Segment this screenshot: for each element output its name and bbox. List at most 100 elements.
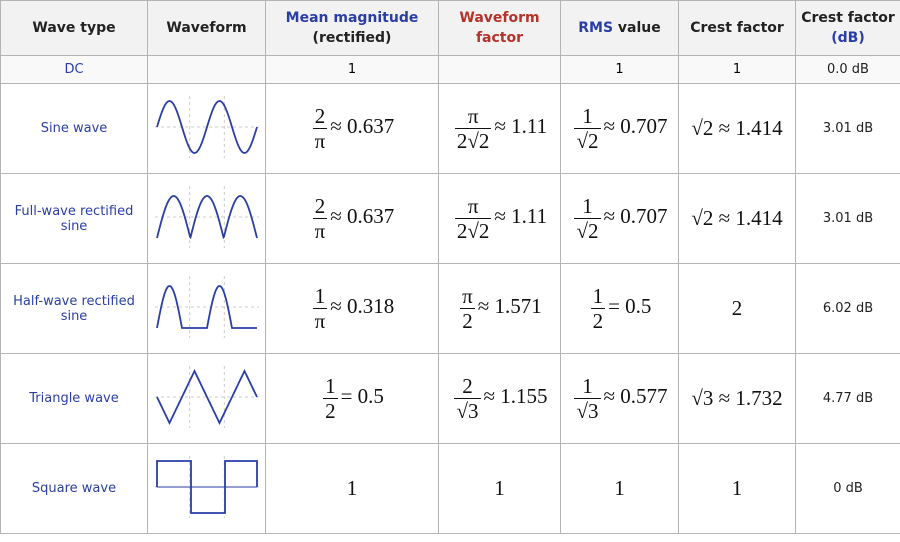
waveform-plot (154, 185, 259, 248)
fraction: 1 √2 (574, 194, 601, 243)
crest-db: 3.01 dB (822, 121, 874, 136)
value: √2 ≈ 1.414 (691, 116, 783, 140)
mean-cell: 1 2 = 0.5 (265, 353, 439, 444)
header-text: factor (475, 30, 524, 46)
table-row: Sine wave 2 π ≈ 0.637 π 2√2 ≈ 1.11 1 √2 ≈ 0.707 √2… (0, 83, 900, 174)
numerator: π (454, 104, 492, 129)
table-row: Square wave 1 1 1 1 0 dB (0, 443, 900, 534)
waveform-cell (147, 55, 266, 84)
wave-type-cell: DC (0, 55, 148, 84)
value: 2 (731, 296, 743, 320)
wave-type: Half-wave rectified sine (13, 293, 135, 324)
value: 1 (346, 476, 358, 500)
crest-db-cell: 3.01 dB (795, 173, 900, 264)
wave-type: Square wave (31, 481, 117, 496)
header-text: Crest factor (801, 10, 895, 26)
approx: = 0.5 (340, 384, 384, 409)
waveform-cell (147, 443, 266, 534)
crest-db-cell: 0.0 dB (795, 55, 900, 84)
mean-cell: 1 π ≈ 0.318 (265, 263, 439, 354)
approx: ≈ 0.637 (330, 114, 395, 139)
numerator: 1 (574, 194, 601, 219)
formula: π 2 ≈ 1.571 (457, 284, 542, 333)
wave-type: DC (64, 62, 84, 77)
waveform-plot (154, 365, 259, 428)
header-cell: RMS value (560, 0, 679, 56)
form-factor-cell: π 2√2 ≈ 1.11 (438, 173, 561, 264)
value: √2 ≈ 1.414 (691, 206, 783, 230)
value: 1 (494, 476, 505, 500)
wave-type: Sine wave (40, 121, 108, 136)
header-cell: Waveform factor (438, 0, 561, 56)
form-factor-cell (438, 55, 561, 84)
rms-cell: 1 (560, 443, 679, 534)
waveform-cell (147, 83, 266, 174)
denominator: √2 (576, 129, 599, 153)
denominator: 2 (325, 399, 336, 423)
crest-cell: 1 (678, 443, 796, 534)
rms-cell: 1 √3 ≈ 0.577 (560, 353, 679, 444)
numerator: 1 (574, 374, 601, 399)
formula: 1 2 = 0.5 (588, 284, 652, 333)
table-row: DC 1 1 1 0.0 dB (0, 55, 900, 84)
numerator: 2 (312, 194, 328, 219)
crest-db: 4.77 dB (822, 391, 874, 406)
denominator: π (314, 309, 326, 333)
crest-cell: √3 ≈ 1.732 (678, 353, 796, 444)
rms-cell: 1 √2 ≈ 0.707 (560, 83, 679, 174)
crest-db: 3.01 dB (822, 211, 874, 226)
denominator: π (314, 219, 326, 243)
numerator: 1 (312, 284, 328, 309)
header-cell: Crest factor (678, 0, 796, 56)
formula: π 2√2 ≈ 1.11 (452, 104, 548, 153)
crest-db-cell: 0 dB (795, 443, 900, 534)
fraction: 1 √2 (574, 104, 601, 153)
value: √3 ≈ 1.732 (691, 386, 783, 410)
fraction: 1 √3 (574, 374, 601, 423)
waveform-cell (147, 353, 266, 444)
numerator: 2 (312, 104, 328, 129)
table-body: DC 1 1 1 0.0 dB Sine wave 2 π ≈ 0.637 π 2√2 ≈ 1.11 1… (0, 55, 900, 534)
denominator: 2 (592, 309, 604, 333)
waveform-cell (147, 263, 266, 354)
header-text: (dB) (831, 30, 865, 46)
crest-cell: 2 (678, 263, 796, 354)
table-row: Triangle wave 1 2 = 0.5 2 √3 ≈ 1.155 1 √3 ≈ 0.577… (0, 353, 900, 444)
fraction: π 2√2 (454, 194, 492, 243)
mean-cell: 1 (265, 443, 439, 534)
wave-type-cell: Triangle wave (0, 353, 148, 444)
header-cell: Waveform (147, 0, 266, 56)
denominator: 2√2 (456, 219, 490, 243)
value: 1 (731, 476, 743, 500)
crest-cell: √2 ≈ 1.414 (678, 83, 796, 174)
waveform-plot (154, 455, 259, 518)
denominator: √2 (576, 219, 599, 243)
mean-cell: 1 (265, 55, 439, 84)
header-cell: Crest factor (dB) (795, 0, 900, 56)
formula: 1 √2 ≈ 0.707 (571, 104, 668, 153)
denominator: √3 (576, 399, 599, 423)
rms-cell: 1 2 = 0.5 (560, 263, 679, 354)
form-factor-cell: 2 √3 ≈ 1.155 (438, 353, 561, 444)
approx: = 0.5 (608, 294, 652, 319)
denominator: 2 (462, 309, 473, 333)
formula: 1 2 = 0.5 (320, 374, 384, 423)
wave-type: Triangle wave (29, 391, 119, 406)
formula: 1 √2 ≈ 0.707 (571, 194, 668, 243)
table-row: Full-wave rectified sine 2 π ≈ 0.637 π 2√2 ≈ 1… (0, 173, 900, 264)
header-text: Wave type (32, 20, 116, 36)
header-text: Crest factor (690, 20, 784, 36)
numerator: π (460, 284, 475, 309)
approx: ≈ 0.318 (330, 294, 395, 319)
crest-db: 0 dB (833, 481, 863, 496)
formula: 2 √3 ≈ 1.155 (451, 374, 548, 423)
mean-cell: 2 π ≈ 0.637 (265, 83, 439, 174)
header-text: value (617, 20, 661, 36)
denominator: 2√2 (456, 129, 490, 153)
approx: ≈ 1.11 (494, 114, 548, 139)
waveform-plot (154, 95, 259, 158)
